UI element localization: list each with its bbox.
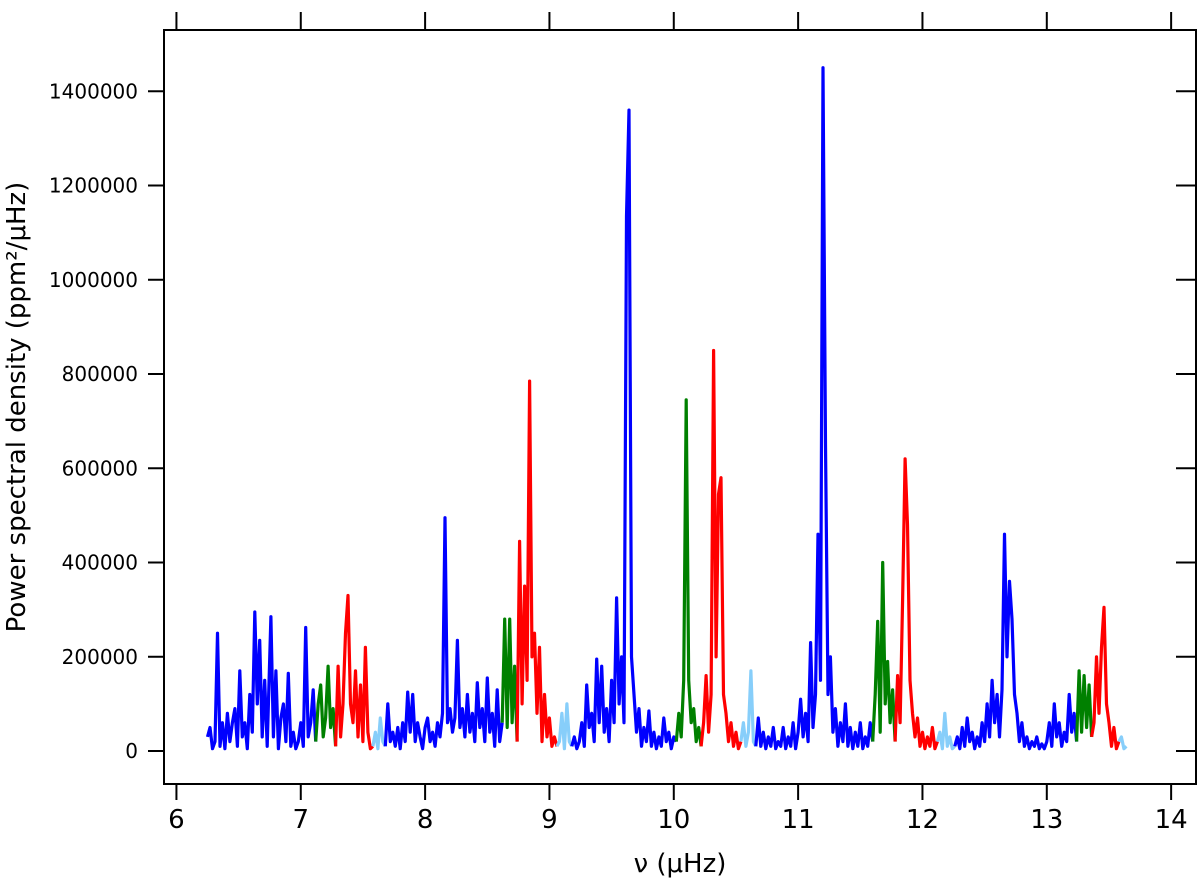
x-tick-label: 11 (782, 805, 815, 835)
spectrum-segment-red (334, 593, 375, 751)
spectrum-segment-blue (570, 108, 678, 751)
x-tick-label: 10 (657, 805, 690, 835)
spectrum-segment-blue (383, 516, 504, 751)
x-axis-title: ν (μHz) (634, 849, 727, 879)
spectrum-segment-green (500, 617, 519, 742)
spectrum-segment-green (314, 664, 338, 747)
spectrum-segment-blue (953, 532, 1079, 751)
series-layer (205, 66, 1128, 751)
spectrum-segment-red (893, 457, 939, 751)
x-tick-label: 13 (1030, 805, 1063, 835)
x-tick-label: 14 (1155, 805, 1188, 835)
y-tick-label: 400000 (62, 551, 138, 575)
y-tick-label: 0 (125, 739, 138, 763)
spectrum-segment-lightblue (739, 669, 758, 748)
spectrum-segment-red (699, 348, 743, 751)
y-tick-label: 200000 (62, 645, 138, 669)
spectrum-segment-red (1090, 605, 1121, 751)
plot-frame (163, 29, 1197, 785)
x-tick-label: 6 (168, 805, 185, 835)
spectrum-segment-green (871, 560, 897, 742)
ticks-layer: 6 7 8 9 10 11 12 13 14 0 200000 400000 600000 800000 1… (49, 12, 1196, 835)
y-axis-title: Power spectral density (ppm²/μHz) (2, 182, 32, 633)
spectrum-segment-green (674, 398, 703, 747)
spectrum-segment-green (1075, 669, 1094, 742)
y-tick-label: 1400000 (49, 79, 138, 103)
spectrum-segment-lightblue (1117, 735, 1128, 751)
y-tick-label: 1000000 (49, 268, 138, 292)
spectrum-segment-lightblue (935, 711, 956, 751)
spectrum-segment-lightblue (371, 716, 387, 751)
spectrum-segment-lightblue (555, 702, 574, 751)
x-tick-label: 9 (541, 805, 558, 835)
x-tick-label: 8 (417, 805, 434, 835)
spectrum-segment-red (515, 379, 559, 748)
y-tick-label: 600000 (62, 456, 138, 480)
x-tick-label: 12 (906, 805, 939, 835)
x-tick-label: 7 (292, 805, 309, 835)
spectrum-segment-blue (754, 66, 875, 751)
y-tick-label: 800000 (62, 362, 138, 386)
spectrum-segment-blue (205, 610, 318, 751)
y-tick-label: 1200000 (49, 174, 138, 198)
